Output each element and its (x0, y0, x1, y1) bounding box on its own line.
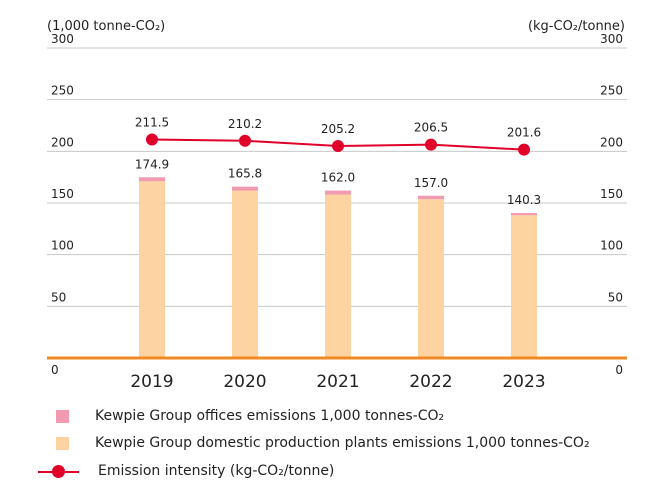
category-label: 2022 (409, 372, 452, 392)
legend-item-plants: Kewpie Group domestic production plants … (36, 432, 590, 454)
left-axis-title: (1,000 tonne-CO₂) (47, 19, 165, 34)
bar-total-label: 140.3 (507, 193, 541, 207)
bar-plants (232, 190, 258, 358)
legend-item-offices: Kewpie Group offices emissions 1,000 ton… (36, 405, 444, 427)
left-tick-label: 100 (51, 239, 74, 253)
bar-total-label: 165.8 (228, 167, 262, 181)
bar-total-label: 157.0 (414, 176, 448, 190)
plants-swatch (56, 436, 69, 450)
intensity-point (146, 133, 158, 146)
left-tick-label: 300 (51, 32, 74, 46)
bar-offices (511, 213, 537, 216)
right-tick-label: 100 (600, 239, 623, 253)
bar-offices (418, 195, 444, 200)
legend-item-intensity: Emission intensity (kg-CO₂/tonne) (36, 460, 334, 482)
bar-total-label: 162.0 (321, 171, 355, 185)
bar-plants (139, 181, 165, 358)
bar-plants (325, 194, 351, 358)
left-tick-label: 250 (51, 84, 74, 98)
right-tick-label: 300 (600, 32, 623, 46)
legend-label-offices: Kewpie Group offices emissions 1,000 ton… (95, 408, 445, 424)
category-label: 2021 (316, 372, 359, 392)
left-tick-label: 200 (51, 135, 74, 149)
bar-plants (418, 199, 444, 358)
category-label: 2020 (223, 372, 266, 392)
bar-offices (325, 190, 351, 195)
intensity-point (239, 134, 251, 147)
intensity-point (518, 143, 530, 156)
bar-offices (139, 177, 165, 182)
right-tick-label: 50 (608, 290, 623, 304)
axes: 050100150200250300050100150200250300(1,0… (47, 19, 627, 392)
category-label: 2023 (502, 372, 545, 392)
intensity-point (425, 138, 437, 151)
legend-label-intensity: Emission intensity (kg-CO₂/tonne) (98, 463, 335, 479)
bars (139, 177, 537, 358)
right-axis-title: (kg-CO₂/tonne) (528, 19, 625, 34)
right-tick-label: 250 (600, 84, 623, 98)
intensity-label: 205.2 (321, 122, 355, 136)
right-tick-label: 0 (615, 363, 623, 377)
offices-swatch (56, 409, 69, 423)
bar-total-label: 174.9 (135, 157, 169, 171)
right-tick-label: 150 (600, 187, 623, 201)
category-label: 2019 (130, 372, 173, 392)
intensity-line-swatch (38, 464, 79, 478)
data-labels: 174.9 165.8 162.0 157.0 140.3 211.5 210.2 205.2… (135, 115, 541, 207)
left-tick-label: 0 (51, 363, 59, 377)
bar-plants (511, 215, 537, 358)
legend-label-plants: Kewpie Group domestic production plants … (95, 435, 590, 451)
intensity-label: 210.2 (228, 117, 262, 131)
intensity-line (146, 133, 530, 156)
intensity-label: 201.6 (507, 126, 541, 140)
intensity-point (332, 139, 344, 152)
line-marker (52, 464, 65, 478)
intensity-label: 211.5 (135, 115, 169, 129)
intensity-label: 206.5 (414, 121, 448, 135)
bar-offices (232, 186, 258, 191)
left-tick-label: 50 (51, 290, 66, 304)
right-tick-label: 200 (600, 135, 623, 149)
left-tick-label: 150 (51, 187, 74, 201)
